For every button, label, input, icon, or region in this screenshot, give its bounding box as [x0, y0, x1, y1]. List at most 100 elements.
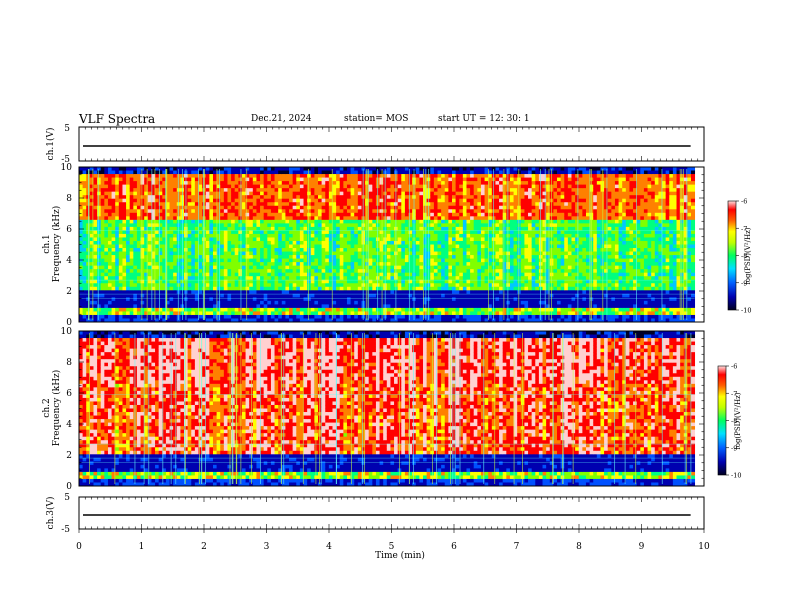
spectrogram-cell [390, 233, 395, 238]
spectrogram-cell [289, 230, 294, 235]
spectrogram-cell [289, 237, 294, 242]
spectrogram-cell [205, 191, 210, 196]
spectrogram-cell [162, 286, 167, 291]
spectrogram-cell [122, 265, 127, 270]
spectrogram-cell [209, 276, 214, 281]
spectrogram-cell [321, 272, 326, 277]
spectrogram-cell [415, 283, 420, 288]
spectrogram-cell [97, 304, 102, 309]
spectrogram-cell [97, 307, 102, 312]
spectrogram-cell [419, 314, 424, 319]
spectrogram-cell [223, 216, 228, 221]
spectrogram-cell [144, 286, 149, 291]
spectrogram-cell [379, 307, 384, 312]
spectrogram-cell [357, 188, 362, 193]
spectrogram-cell [408, 195, 413, 200]
spectrogram-cell [260, 219, 265, 224]
spectrogram-cell [390, 265, 395, 270]
spectrogram-cell [227, 269, 232, 274]
spectrogram-cell [245, 191, 250, 196]
spectrogram-cell [455, 248, 460, 252]
spectrogram-cell [176, 209, 181, 214]
spectrogram-cell [441, 237, 446, 242]
spectrogram-cell [379, 304, 384, 309]
spectrogram-cell [332, 293, 337, 298]
spectrogram-cell [325, 286, 330, 291]
spectrogram-cell [466, 279, 471, 284]
spectrogram-cell [223, 177, 228, 182]
spectrogram-cell [216, 219, 221, 224]
spectrogram-cell [155, 244, 160, 249]
spectrogram-cell [107, 279, 112, 284]
spectrogram-cell [433, 226, 438, 231]
spectrogram-cell [144, 167, 149, 171]
spectrogram-cell [126, 181, 131, 186]
spectrogram-cell [82, 258, 87, 263]
spectrogram-cell [165, 181, 170, 186]
spectrogram-cell [390, 258, 395, 263]
spectrogram-cell [339, 276, 344, 281]
spectrogram-cell [234, 170, 239, 175]
spectrogram-cell [328, 269, 333, 274]
spectrogram-cell [260, 209, 265, 214]
spectrogram-cell [89, 258, 94, 263]
spectrogram-cell [97, 202, 102, 207]
spectrogram-cell [151, 248, 156, 252]
spectrogram-cell [408, 272, 413, 277]
spectrogram-cell [256, 219, 261, 224]
spectrogram-cell [256, 223, 261, 228]
spectrogram-cell [346, 240, 351, 245]
spectrogram-cell [126, 279, 131, 284]
spectrogram-cell [423, 244, 428, 249]
spectrogram-cell [144, 188, 149, 193]
spectrogram-cell [209, 240, 214, 245]
spectrogram-cell [361, 167, 366, 171]
spectrogram-cell [325, 300, 330, 305]
spectrogram-cell [415, 255, 420, 259]
spectrogram-cell [459, 283, 464, 288]
spectrogram-cell [165, 198, 170, 203]
spectrogram-cell [285, 314, 290, 319]
spectrogram-cell [357, 307, 362, 312]
spectrogram-cell [314, 314, 319, 319]
spectrogram-cell [136, 311, 141, 316]
spectrogram-cell [386, 283, 391, 288]
spectrogram-cell [147, 181, 152, 186]
spectrogram-cell [292, 251, 297, 256]
spectrogram-cell [260, 230, 265, 235]
spectrogram-cell [354, 318, 359, 323]
spectrogram-cell [314, 283, 319, 288]
spectrogram-cell [155, 177, 160, 182]
spectrogram-cell [223, 244, 228, 249]
spectrogram-cell [296, 255, 301, 259]
spectrogram-cell [209, 223, 214, 228]
spectrogram-cell [332, 202, 337, 207]
spectrogram-cell [118, 223, 123, 228]
spectrogram-cell [343, 240, 348, 245]
spectrogram-cell [111, 269, 116, 274]
spectrogram-cell [441, 318, 446, 323]
spectrogram-cell [162, 314, 167, 319]
spectrogram-cell [140, 258, 145, 263]
spectrogram-cell [441, 230, 446, 235]
spectrogram-cell [267, 307, 272, 312]
spectrogram-cell [318, 233, 323, 238]
spectrogram-cell [118, 248, 123, 252]
spectrogram-cell [379, 226, 384, 231]
spectrogram-cell [198, 226, 203, 231]
spectrogram-cell [354, 181, 359, 186]
spectrogram-cell [227, 265, 232, 270]
spectrogram-cell [437, 219, 442, 224]
spectrogram-cell [292, 307, 297, 312]
spectrogram-cell [104, 209, 109, 214]
spectrogram-cell [155, 248, 160, 252]
spectrogram-cell [296, 195, 301, 200]
spectrogram-cell [169, 244, 174, 249]
spectrogram-cell [155, 195, 160, 200]
spectrogram-cell [299, 307, 304, 312]
spectrogram-cell [249, 276, 254, 281]
spectrogram-cell [260, 184, 265, 189]
spectrogram-cell [336, 286, 341, 291]
spectrogram-cell [386, 230, 391, 235]
spectrogram-cell [350, 212, 355, 217]
